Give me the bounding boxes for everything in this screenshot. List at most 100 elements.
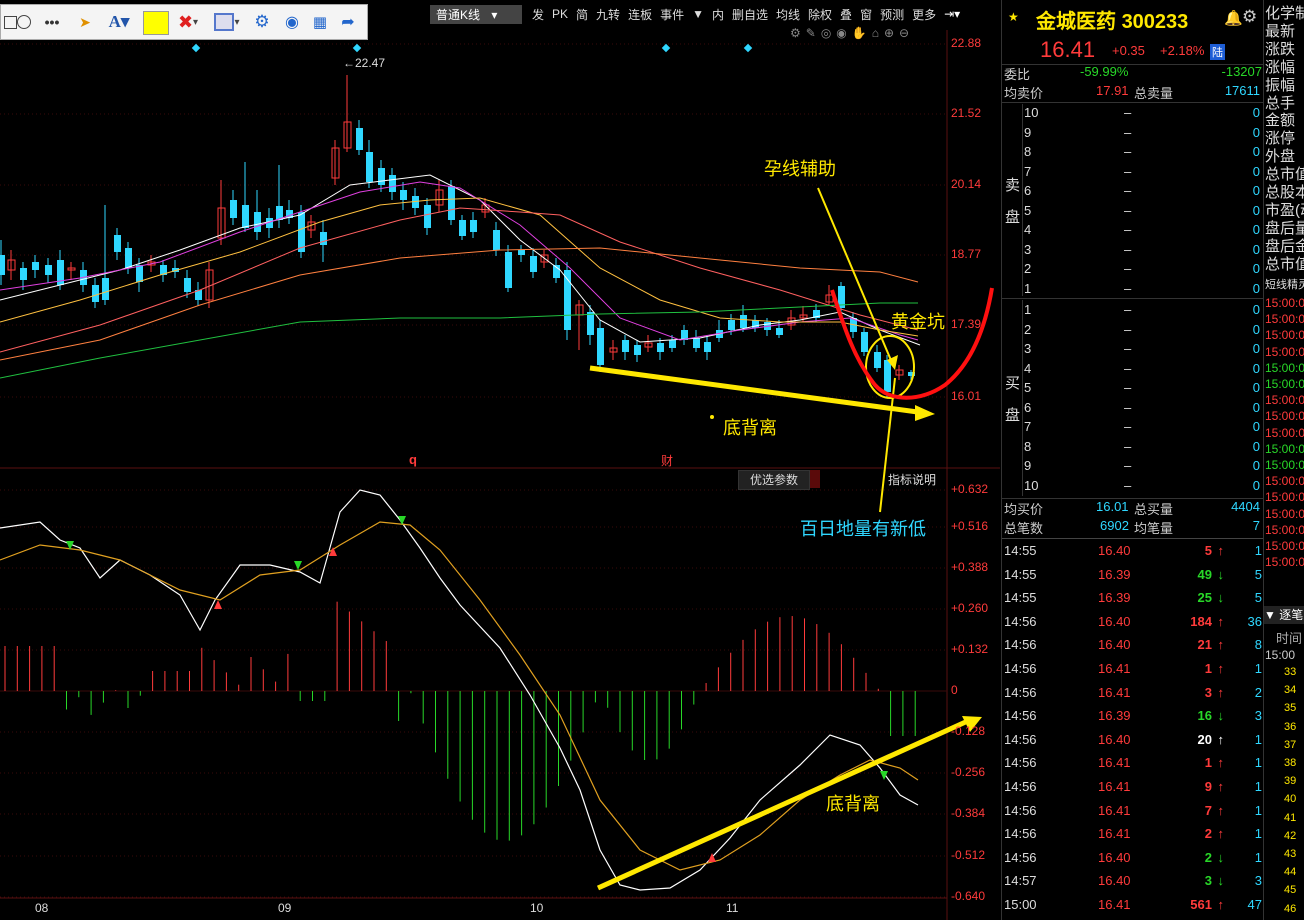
tick-row[interactable]: 14:56 16.41 1 ↑ 1 [1002, 752, 1264, 775]
up-arrow-icon: ↑ [1217, 826, 1225, 842]
tick-volume: 25 [1198, 590, 1212, 605]
chart-area[interactable]: ••• ➤ A▾ ✖ ▾ ▾ ⚙ ◉ ▦ ➦ 普通K线 ▾ 发 PK 简 九转 连… [0, 0, 1000, 920]
date-tick-label: 09 [278, 901, 292, 915]
params-dropdown[interactable] [810, 470, 820, 488]
tick-row[interactable]: 14:55 16.39 25 ↓ 5 [1002, 587, 1264, 610]
marker-q[interactable]: q [409, 452, 417, 467]
eye-icon[interactable]: ◉ [285, 14, 299, 31]
tick-row[interactable]: 14:56 16.41 2 ↑ 1 [1002, 823, 1264, 846]
price-tick-label: 16.01 [951, 389, 982, 403]
menu-event[interactable]: 事件 [660, 7, 685, 22]
menu-jian[interactable]: 简 [576, 7, 589, 22]
kline-chart[interactable] [0, 0, 1000, 920]
tick-volume: 184 [1190, 614, 1212, 629]
menu-lianban[interactable]: 连板 [628, 7, 653, 22]
tick-row[interactable]: 14:56 16.41 3 ↑ 2 [1002, 682, 1264, 705]
far-right-num: 33 [1284, 666, 1297, 678]
tick-row[interactable]: 15:00 16.41 561 ↑ 47 [1002, 894, 1264, 917]
color-swatch[interactable] [143, 11, 169, 35]
menu-nei[interactable]: 内 [711, 7, 724, 22]
moving-average-line [0, 302, 918, 379]
indicator-help-button[interactable]: 指标说明 [888, 473, 937, 487]
rect-icon[interactable] [3, 11, 17, 33]
menu-more[interactable]: 更多 [912, 7, 937, 22]
chart-mini-tools[interactable]: ⚙✎◎◉✋⌂⊕⊖ [790, 26, 915, 40]
menu-arrow-icon[interactable]: ▼ [692, 7, 704, 21]
sell-level-index: 1 [1024, 280, 1032, 296]
sell-level-index: 6 [1024, 183, 1032, 198]
up-arrow-icon: ↑ [1217, 637, 1225, 653]
tick-row[interactable]: 14:56 16.40 20 ↑ 1 [1002, 729, 1264, 752]
annotation-bairi: 百日地量有新低 [800, 519, 926, 539]
buy-level-row: 4 – 0 [1002, 361, 1264, 380]
tick-volume: 1 [1205, 755, 1212, 770]
buy-level-volume: 0 [1252, 321, 1260, 337]
signal-arrow [708, 853, 716, 862]
indicator-tick-label: +0.260 [951, 601, 989, 615]
grid-icon[interactable]: ▦ [312, 14, 328, 31]
total-deals-value: 6902 [1100, 518, 1129, 533]
tick-row[interactable]: 14:56 16.41 9 ↑ 1 [1002, 776, 1264, 799]
time-header: 时间 [1276, 631, 1303, 646]
tick-row[interactable]: 14:57 16.40 3 ↓ 3 [1002, 870, 1264, 893]
sell-level-price: – [1124, 163, 1132, 179]
tick-row[interactable]: 14:55 16.40 5 ↑ 1 [1002, 540, 1264, 563]
candle-body [553, 265, 560, 278]
tick-time: 14:56 [1004, 779, 1037, 794]
event-marker [743, 43, 753, 53]
kline-type-select[interactable]: 普通K线 ▾ [430, 4, 522, 24]
menu-exright[interactable]: 除权 [808, 7, 833, 22]
tab-zhubi-label: 逐笔 [1279, 608, 1304, 622]
tick-row[interactable]: 14:56 16.40 184 ↑ 36 [1002, 611, 1264, 634]
gear-icon[interactable]: ⚙ [254, 12, 270, 31]
menu-window[interactable]: 窗 [860, 7, 873, 22]
tick-row[interactable]: 14:56 16.40 2 ↓ 1 [1002, 847, 1264, 870]
signal-arrow [398, 516, 406, 525]
tick-time: 14:56 [1004, 661, 1037, 676]
text-icon[interactable]: A▾ [108, 12, 130, 31]
expand-icon[interactable]: ⇥▾ [944, 7, 961, 21]
menu-fa[interactable]: 发 [532, 7, 545, 22]
sell-level-row: 10 – 0 [1002, 105, 1264, 124]
tick-row[interactable]: 14:56 16.41 1 ↑ 1 [1002, 658, 1264, 681]
delete-icon[interactable]: ✖ ▾ [177, 11, 199, 32]
marker-cai[interactable]: 财 [661, 454, 674, 468]
buy-level-price: – [1124, 477, 1132, 493]
circle-icon[interactable] [15, 11, 33, 33]
tick-row[interactable]: 14:56 16.39 16 ↓ 3 [1002, 705, 1264, 728]
tick-price: 16.40 [1098, 613, 1131, 629]
far-right-label: 外盘 [1265, 148, 1296, 166]
menu-overlay[interactable]: 叠 [840, 7, 853, 22]
candle-body [298, 212, 305, 252]
select-icon[interactable]: ▾ [211, 11, 243, 33]
menu-delete-watch[interactable]: 删自选 [732, 7, 769, 22]
tick-row[interactable]: 14:56 16.40 21 ↑ 8 [1002, 634, 1264, 657]
candle-body [752, 320, 759, 328]
buy-level-index: 1 [1024, 302, 1032, 317]
more-icon[interactable]: ••• [44, 14, 60, 30]
menu-predict[interactable]: 预测 [880, 7, 905, 22]
tick-row[interactable]: 14:55 16.39 49 ↓ 5 [1002, 564, 1264, 587]
tick-volume-value: 16 [1197, 708, 1212, 724]
up-arrow-icon: ↑ [1217, 661, 1225, 676]
menu-jiuzhuan[interactable]: 九转 [596, 7, 621, 22]
bell-icon[interactable]: 🔔 [1224, 10, 1243, 27]
pointer-icon[interactable]: ➤ [79, 13, 91, 30]
far-right-num: 34 [1284, 684, 1297, 697]
tick-row[interactable]: 14:56 16.41 7 ↑ 1 [1002, 800, 1264, 823]
params-button[interactable]: 优选参数 [738, 470, 810, 490]
candle-body [0, 255, 5, 275]
menu-ma[interactable]: 均线 [776, 7, 801, 22]
down-arrow-icon: ↓ [1217, 566, 1225, 582]
menu-pk[interactable]: PK [552, 7, 569, 21]
tick-price: 16.39 [1098, 590, 1131, 606]
buy-level-volume: 0 [1252, 458, 1260, 473]
stock-name: 金城医药 [1036, 11, 1116, 33]
gear-icon[interactable]: ⚙ [1242, 7, 1258, 26]
tab-zhubi[interactable]: ▼ 逐笔 [1264, 606, 1304, 624]
tick-price: 16.40 [1098, 849, 1131, 865]
candle-body [412, 196, 419, 208]
share-icon[interactable]: ➦ [341, 14, 355, 31]
candle-body [728, 320, 735, 330]
star-icon[interactable]: ★ [1008, 10, 1019, 24]
